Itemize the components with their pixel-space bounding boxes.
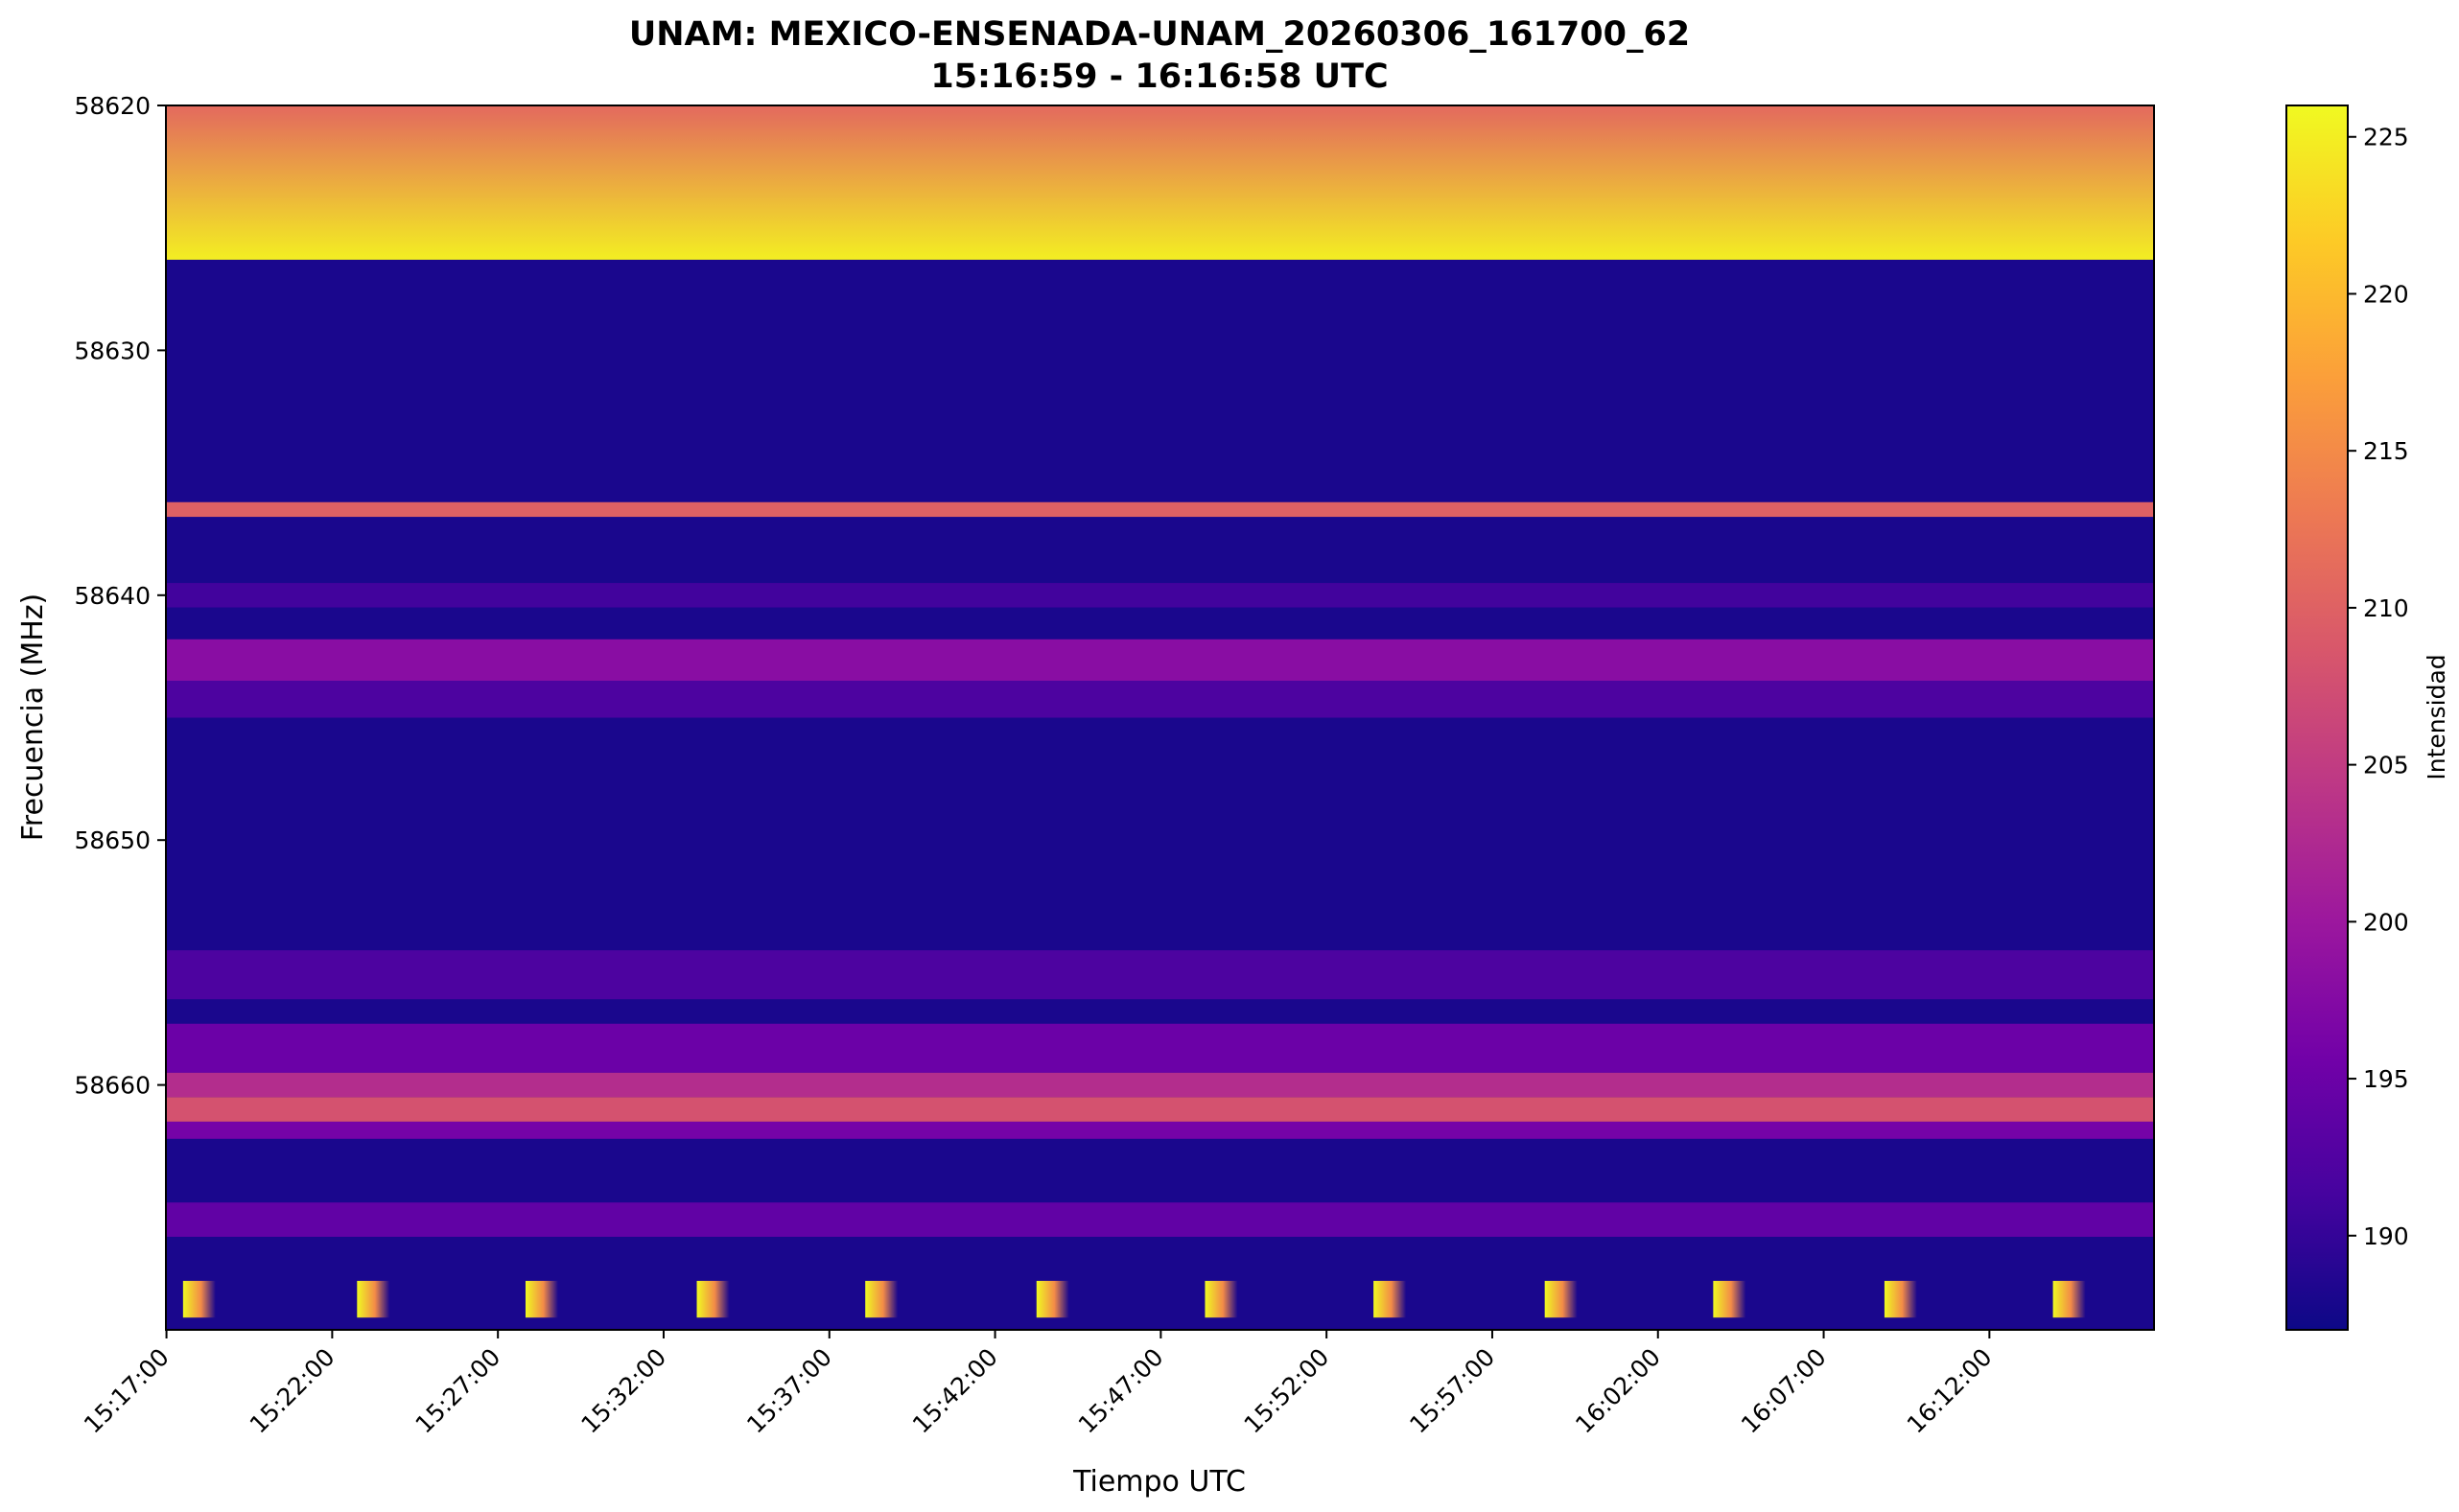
spectral-band [166,1121,2154,1139]
spectral-bands [166,105,2154,1237]
colorbar-frame [2285,105,2349,1331]
calibration-mark [1373,1280,1407,1318]
colorbar-tick-label: 190 [2363,1222,2409,1250]
calibration-mark [1544,1280,1578,1318]
spectral-band [166,639,2154,682]
x-tick-label: 16:12:00 [1902,1343,1998,1439]
calibration-mark [2221,1281,2254,1317]
spectral-band [166,1097,2154,1122]
y-tick-label: 58630 [74,337,151,364]
x-tick-label: 15:37:00 [741,1343,837,1439]
spectral-band [166,1202,2154,1237]
x-tick-label: 16:02:00 [1570,1343,1666,1439]
x-tick-label: 15:47:00 [1073,1343,1169,1439]
spectral-band [166,950,2154,1000]
calibration-mark [525,1280,558,1318]
x-tick-label: 15:32:00 [575,1343,671,1439]
spectral-band [166,1023,2154,1073]
x-tick-label: 16:07:00 [1736,1343,1832,1439]
spectral-band [166,681,2154,718]
colorbar: 190 195 200 205 210 215 220 225 Intensidad [2285,105,2450,1331]
spectral-band [166,1072,2154,1098]
calibration-mark [1036,1280,1069,1318]
colorbar-gradient [2286,105,2348,1330]
colorbar-tick-label: 225 [2363,124,2409,151]
x-tick-label: 15:17:00 [79,1343,175,1439]
y-axis-ticks: 58620 58630 58640 58650 58660 [74,92,166,1100]
y-axis-label: Frecuencia (MHz) [16,593,50,842]
calibration-mark [182,1280,216,1318]
colorbar-tick-label: 220 [2363,280,2409,308]
calibration-mark [2390,1281,2423,1317]
calibration-mark [357,1280,390,1318]
calibration-mark [865,1280,899,1318]
plot-area [166,105,2423,1330]
calibration-mark [1713,1280,1746,1318]
calibration-mark [1205,1280,1238,1318]
x-axis-label: Tiempo UTC [1072,1465,1246,1499]
spectral-band [166,501,2154,518]
spectral-band [166,583,2154,608]
calibration-marks [182,1280,2423,1318]
y-tick-label: 58650 [74,826,151,854]
colorbar-label: Intensidad [2423,654,2450,779]
colorbar-tick-label: 200 [2363,908,2409,936]
chart-subtitle: 15:16:59 - 16:16:58 UTC [930,58,1388,96]
x-tick-label: 15:22:00 [245,1343,340,1439]
x-tick-label: 15:42:00 [907,1343,1003,1439]
colorbar-tick-label: 205 [2363,752,2409,779]
calibration-mark [1884,1280,1917,1318]
x-tick-label: 15:27:00 [410,1343,506,1439]
calibration-mark [696,1280,730,1318]
y-tick-label: 58640 [74,582,151,610]
y-tick-label: 58660 [74,1072,151,1100]
x-tick-label: 15:52:00 [1239,1343,1335,1439]
x-tick-label: 15:57:00 [1404,1343,1500,1439]
colorbar-tick-label: 195 [2363,1065,2409,1093]
y-tick-label: 58620 [74,92,151,120]
calibration-mark [2052,1280,2086,1318]
colorbar-tick-label: 210 [2363,594,2409,622]
chart-title: UNAM: MEXICO-ENSENADA-UNAM_20260306_1617… [629,15,1690,54]
colorbar-tick-label: 215 [2363,437,2409,465]
x-axis-ticks: 15:17:00 15:22:00 15:27:00 15:32:00 15:37:00… [79,1330,1998,1439]
colorbar-ticks: 190 195 200 205 210 215 220 225 [2348,124,2409,1250]
spectral-band [166,105,2154,260]
